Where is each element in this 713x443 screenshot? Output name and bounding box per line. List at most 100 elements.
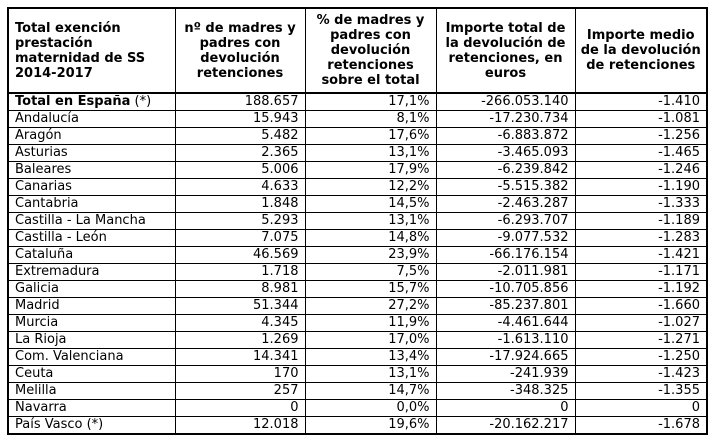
value-cell: 14,5%	[304, 195, 437, 213]
value-cell: -1.190	[574, 178, 708, 196]
table-row: Asturias 2.365 13,1% -3.465.093 -1.465	[7, 144, 708, 162]
value-cell: 4.345	[174, 314, 306, 332]
value-cell: -2.463.287	[435, 195, 576, 213]
region-name-cell: Aragón	[7, 127, 176, 145]
region-name-cell: Andalucía	[7, 110, 176, 128]
region-name-cell: Melilla	[7, 382, 176, 400]
value-cell: -1.256	[574, 127, 708, 145]
value-cell: 15,7%	[304, 280, 437, 298]
value-cell: 5.293	[174, 212, 306, 230]
value-cell: 8.981	[174, 280, 306, 298]
value-cell: -1.333	[574, 195, 708, 213]
table-row: Cataluña 46.569 23,9% -66.176.154 -1.421	[7, 246, 708, 264]
value-cell: 0,0%	[304, 399, 437, 417]
value-cell: 12,2%	[304, 178, 437, 196]
value-cell: -1.271	[574, 331, 708, 349]
exemption-refund-table: Total exención prestación maternidad de …	[7, 7, 708, 435]
region-name-cell: Extremadura	[7, 263, 176, 281]
table-row: Com. Valenciana 14.341 13,4% -17.924.665 -1.…	[7, 348, 708, 366]
value-cell: -241.939	[435, 365, 576, 383]
value-cell: 1.848	[174, 195, 306, 213]
value-cell: 13,4%	[304, 348, 437, 366]
value-cell: 13,1%	[304, 365, 437, 383]
value-cell: 51.344	[174, 297, 306, 315]
value-cell: 17,6%	[304, 127, 437, 145]
column-header-average-amount: Importe medio de la devolución de retenc…	[574, 7, 708, 94]
table-row: Navarra 0 0,0% 0 0	[7, 399, 708, 417]
value-cell: 7,5%	[304, 263, 437, 281]
value-cell: 170	[174, 365, 306, 383]
value-cell: 0	[174, 399, 306, 417]
value-cell: -1.246	[574, 161, 708, 179]
table-row: La Rioja 1.269 17,0% -1.613.110 -1.271	[7, 331, 708, 349]
value-cell: -1.189	[574, 212, 708, 230]
value-cell: 0	[574, 399, 708, 417]
value-cell: -1.283	[574, 229, 708, 247]
value-cell: 19,6%	[304, 416, 437, 435]
region-name-cell: Total en España (*)	[7, 92, 176, 111]
region-name-cell: La Rioja	[7, 331, 176, 349]
value-cell: -1.355	[574, 382, 708, 400]
value-cell: -1.081	[574, 110, 708, 128]
value-cell: -1.171	[574, 263, 708, 281]
value-cell: -6.239.842	[435, 161, 576, 179]
value-cell: -1.465	[574, 144, 708, 162]
table-row: Castilla - León 7.075 14,8% -9.077.532 -1.28…	[7, 229, 708, 247]
table-row: País Vasco (*) 12.018 19,6% -20.162.217 -1.6…	[7, 416, 708, 435]
value-cell: 0	[435, 399, 576, 417]
region-name-cell: País Vasco (*)	[7, 416, 176, 435]
region-name-cell: Canarias	[7, 178, 176, 196]
value-cell: 8,1%	[304, 110, 437, 128]
value-cell: -348.325	[435, 382, 576, 400]
region-name-cell: Baleares	[7, 161, 176, 179]
value-cell: -1.660	[574, 297, 708, 315]
table-row: Madrid 51.344 27,2% -85.237.801 -1.660	[7, 297, 708, 315]
value-cell: 17,9%	[304, 161, 437, 179]
value-cell: -17.230.734	[435, 110, 576, 128]
value-cell: -6.883.872	[435, 127, 576, 145]
value-cell: 5.482	[174, 127, 306, 145]
value-cell: 7.075	[174, 229, 306, 247]
value-cell: 27,2%	[304, 297, 437, 315]
value-cell: 12.018	[174, 416, 306, 435]
region-name-cell: Navarra	[7, 399, 176, 417]
value-cell: -1.678	[574, 416, 708, 435]
value-cell: -66.176.154	[435, 246, 576, 264]
region-name-cell: Madrid	[7, 297, 176, 315]
value-cell: -2.011.981	[435, 263, 576, 281]
region-name-cell: Cataluña	[7, 246, 176, 264]
table-row-total: Total en España (*) 188.657 17,1% -266.053.…	[7, 92, 708, 111]
value-cell: -266.053.140	[435, 92, 576, 111]
value-cell: -4.461.644	[435, 314, 576, 332]
value-cell: 13,1%	[304, 144, 437, 162]
value-cell: 188.657	[174, 92, 306, 111]
region-name-cell: Castilla - La Mancha	[7, 212, 176, 230]
value-cell: -9.077.532	[435, 229, 576, 247]
value-cell: 257	[174, 382, 306, 400]
table-row: Melilla 257 14,7% -348.325 -1.355	[7, 382, 708, 400]
value-cell: 11,9%	[304, 314, 437, 332]
value-cell: -1.192	[574, 280, 708, 298]
value-cell: -1.423	[574, 365, 708, 383]
value-cell: 17,1%	[304, 92, 437, 111]
table-row: Extremadura 1.718 7,5% -2.011.981 -1.171	[7, 263, 708, 281]
value-cell: 1.269	[174, 331, 306, 349]
table-row: Baleares 5.006 17,9% -6.239.842 -1.246	[7, 161, 708, 179]
table-body: Total en España (*) 188.657 17,1% -266.053.…	[7, 92, 708, 435]
value-cell: 13,1%	[304, 212, 437, 230]
table-row: Galicia 8.981 15,7% -10.705.856 -1.192	[7, 280, 708, 298]
total-row-label: Total en España	[15, 94, 131, 109]
value-cell: 2.365	[174, 144, 306, 162]
value-cell: 14,7%	[304, 382, 437, 400]
value-cell: 17,0%	[304, 331, 437, 349]
value-cell: -85.237.801	[435, 297, 576, 315]
region-name-cell: Cantabria	[7, 195, 176, 213]
value-cell: -10.705.856	[435, 280, 576, 298]
region-name-cell: Castilla - León	[7, 229, 176, 247]
value-cell: 4.633	[174, 178, 306, 196]
value-cell: 14,8%	[304, 229, 437, 247]
region-name-cell: Murcia	[7, 314, 176, 332]
column-header-region: Total exención prestación maternidad de …	[7, 7, 176, 94]
region-name-cell: Ceuta	[7, 365, 176, 383]
